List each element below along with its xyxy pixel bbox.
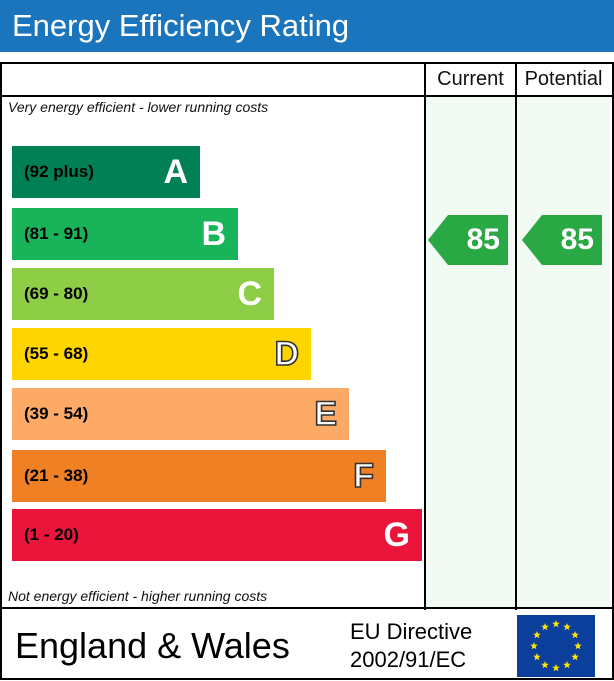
band-f: (21 - 38) F — [12, 450, 386, 502]
star-icon — [571, 653, 579, 661]
rating-arrow-shape — [428, 215, 508, 265]
directive-line-2: 2002/91/EC — [350, 647, 467, 672]
current-rating-value: 85 — [466, 223, 500, 256]
note-inefficient: Not energy efficient - higher running co… — [8, 588, 268, 604]
page-title: Energy Efficiency Rating — [12, 8, 350, 43]
band-range: (81 - 91) — [24, 224, 89, 243]
band-letter: F — [352, 456, 374, 496]
band-range: (55 - 68) — [24, 344, 89, 363]
star-icon — [563, 622, 571, 631]
potential-column-header: Potential — [524, 68, 603, 90]
band-letter: D — [274, 334, 300, 374]
band-d: (55 - 68) D — [12, 328, 311, 380]
footer-region: England & Wales — [15, 625, 290, 666]
header-divider — [0, 95, 614, 97]
current-column-bg — [426, 97, 514, 607]
eu-directive: EU Directive 2002/91/EC — [350, 618, 472, 674]
band-range: (92 plus) — [24, 162, 94, 181]
directive-line-1: EU Directive — [350, 619, 473, 644]
star-icon — [552, 664, 560, 672]
footer-divider — [0, 607, 614, 609]
band-e: (39 - 54) E — [12, 388, 349, 440]
star-icon — [563, 661, 571, 669]
current-rating-arrow: 85 — [428, 215, 508, 265]
band-letter: C — [237, 275, 262, 313]
rating-table — [0, 62, 614, 680]
title-bar: Energy Efficiency Rating — [0, 0, 614, 52]
band-a: (92 plus) A — [12, 146, 200, 198]
column-divider — [515, 62, 517, 610]
potential-rating-arrow: 85 — [522, 215, 602, 265]
star-icon — [574, 642, 582, 650]
star-icon — [541, 661, 549, 669]
band-letter: E — [314, 394, 338, 434]
band-range: (69 - 80) — [24, 284, 89, 303]
column-divider — [424, 62, 426, 610]
rating-arrow-shape — [522, 215, 602, 265]
star-icon — [541, 622, 549, 631]
band-range: (21 - 38) — [24, 466, 89, 485]
band-range: (1 - 20) — [24, 525, 79, 544]
eu-flag-icon — [517, 615, 595, 677]
star-icon — [533, 653, 541, 661]
star-icon — [533, 631, 541, 639]
band-letter: B — [201, 215, 226, 253]
band-c: (69 - 80) C — [12, 268, 274, 320]
star-icon — [552, 620, 560, 628]
band-b: (81 - 91) B — [12, 208, 238, 260]
current-column-header: Current — [437, 68, 504, 90]
band-letter: G — [383, 516, 410, 554]
note-efficient: Very energy efficient - lower running co… — [8, 99, 269, 115]
potential-rating-value: 85 — [560, 223, 594, 256]
band-g: (1 - 20) G — [12, 509, 422, 561]
star-icon — [530, 642, 538, 650]
band-letter: A — [163, 153, 188, 191]
potential-column-bg — [518, 97, 610, 607]
band-range: (39 - 54) — [24, 404, 89, 423]
star-icon — [571, 631, 579, 639]
